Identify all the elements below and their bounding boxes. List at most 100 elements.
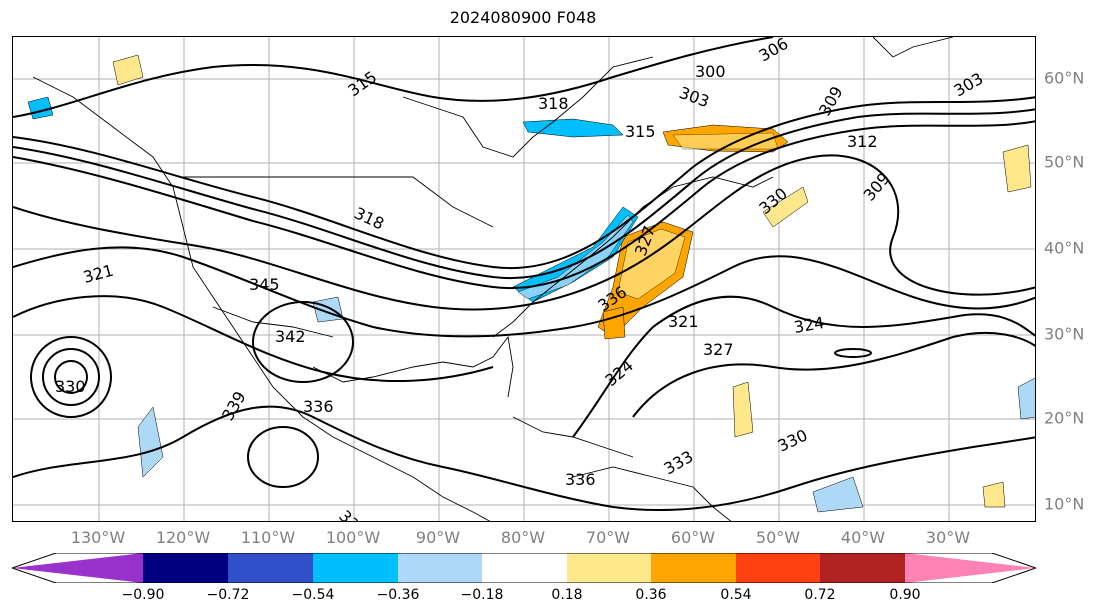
lon-label: 110°W [240,528,296,547]
lat-label: 30°N [1044,324,1085,344]
contour-label: 303 [951,69,987,101]
lon-label: 30°W [925,528,971,547]
border-us-mexico [212,306,334,338]
contour-label: 342 [275,327,306,346]
colorbar-tick: 0.18 [551,587,583,603]
shade-patch-yellow [112,54,144,86]
shade-patch-blue [522,118,624,138]
contour-label: 309 [860,169,894,205]
contour-label: 306 [756,37,792,65]
coastline-north-america [32,76,491,521]
coastline-greenland [872,37,954,58]
contour-labels: 315 318 300 303 306 309 312 315 318 321 … [55,37,987,522]
contour-label: 333 [335,506,370,522]
contour-label: 324 [601,356,637,390]
contour-line [13,96,1035,270]
contour-label: 303 [677,83,712,111]
shade-patch-lightblue [137,406,164,478]
lat-label: 60°N [1044,68,1085,88]
contour-label: 312 [847,132,878,151]
contour-line [13,120,1035,290]
shade-patch-yellow [982,481,1006,508]
border-us-canada [183,176,494,228]
shade-patch-yellow [762,186,809,228]
colorbar-extend-low [12,553,143,583]
shaded-patches [27,54,1035,513]
contour-closed [30,336,112,418]
shade-patch-yellow [732,381,754,438]
contour-label: 318 [538,94,569,113]
contour-label: 300 [695,62,726,81]
coastline-hudson [402,56,654,158]
colorbar-segment [143,553,228,583]
contour-label: 324 [792,313,825,337]
lon-label: 120°W [155,528,211,547]
lon-label: 50°W [755,528,801,547]
lon-label: 80°W [500,528,546,547]
contour-label: 333 [661,447,697,479]
colorbar-tick: −0.36 [376,587,420,603]
lat-label: 10°N [1044,494,1085,514]
contour-label: 330 [775,425,811,455]
colorbar-segment [398,553,482,583]
lon-label: 40°W [840,528,886,547]
colorbar-segment [482,553,567,583]
lon-label: 70°W [585,528,631,547]
contour-line [13,246,1035,338]
colorbar-tick: 0.54 [720,587,752,603]
contour-label: 318 [351,203,387,233]
shade-patch-lightblue [1017,377,1035,420]
colorbar-segment [736,553,820,583]
colorbar-segment [313,553,398,583]
colorbar-segment [651,553,736,583]
contour-closed [252,301,354,383]
coastline-east-us [492,176,774,338]
contour-line [572,295,1035,438]
colorbar-tick: −0.72 [206,587,250,603]
contour-label: 336 [303,397,334,416]
lon-label: 130°W [70,528,126,547]
contours [13,37,1035,512]
lon-label: 90°W [415,528,461,547]
colorbar-segment [567,553,651,583]
contour-label: 315 [625,122,656,141]
colorbar-segment [228,553,313,583]
contour-closed [834,348,872,358]
map-canvas: 315 318 300 303 306 309 312 315 318 321 … [13,37,1035,522]
colorbar-tick: −0.90 [121,587,165,603]
contour-label: 315 [344,67,380,100]
lon-label: 60°W [670,528,716,547]
map-frame: 315 318 300 303 306 309 312 315 318 321 … [12,36,1036,522]
lon-label: 100°W [325,528,381,547]
colorbar-tick: −0.18 [460,587,504,603]
contour-line [13,37,774,118]
colorbar-segment [820,553,905,583]
contour-line [13,154,1035,311]
contour-label: 330 [55,377,86,396]
contour-closed [247,426,319,488]
contour-label: 327 [703,340,734,359]
graticule [13,37,1035,521]
contour-label: 336 [565,470,596,489]
coastline-south-america [572,466,732,521]
contour-line [632,331,1035,418]
lat-label: 40°N [1044,238,1085,258]
shade-patch-blue [512,206,639,303]
contour-closed [54,360,88,394]
contour-label: 345 [249,275,280,294]
contour-label: 321 [668,312,699,331]
colorbar-tick: −0.54 [291,587,335,603]
contour-label: 321 [81,261,115,287]
shade-patch-yellow [617,228,686,300]
colorbar-tick: 0.90 [889,587,921,603]
shade-patch-yellow [1002,144,1032,193]
contour-closed [42,348,100,406]
contour-line [13,108,1035,280]
colorbar-extend-high [905,553,1036,583]
map-title: 2024080900 F048 [449,8,597,27]
lat-label: 20°N [1044,408,1085,428]
colorbar-segments [12,553,1036,583]
colorbar-tick: 0.72 [804,587,836,603]
colorbar-tick: 0.36 [635,587,667,603]
colorbar [12,553,1036,583]
